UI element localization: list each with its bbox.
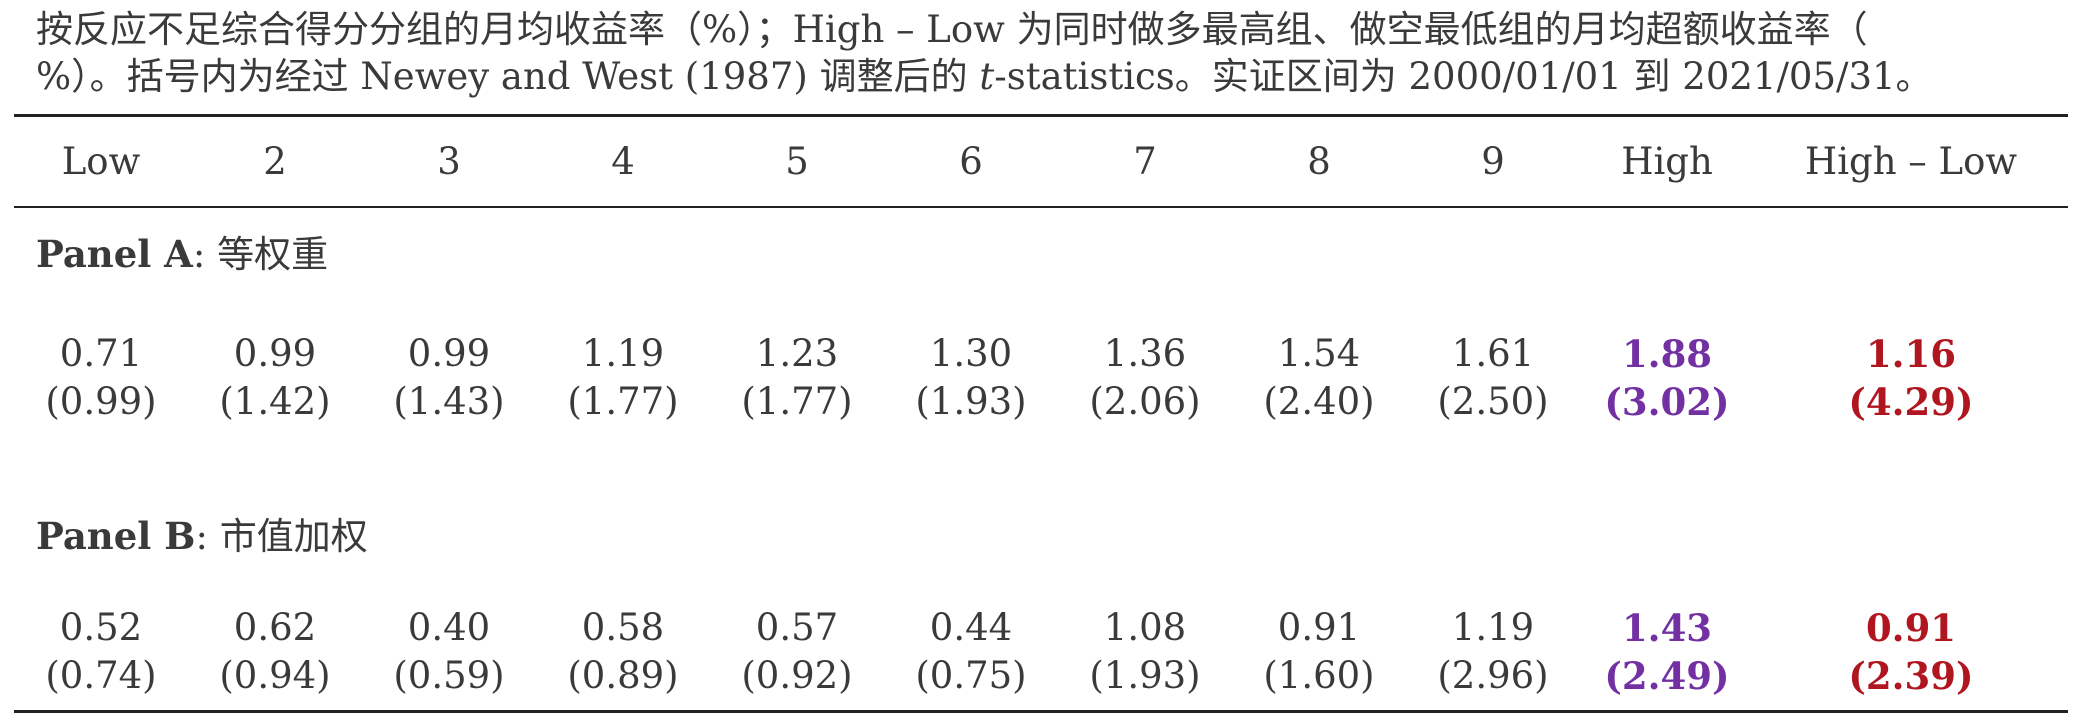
header-rule [14, 206, 2068, 208]
high-cell: (3.02) [1604, 380, 1730, 424]
panel-a-tstat-row: (0.99) (1.42) (1.43) (1.77) (1.77) (1.93… [14, 378, 2068, 426]
high-minus-low-cell: (4.29) [1848, 380, 1974, 424]
caption-line-1: 按反应不足综合得分分组的月均收益率（%）；High – Low 为同时做多最高组… [36, 8, 1868, 51]
spacer-row [14, 560, 2068, 604]
bottom-rule [14, 710, 2068, 713]
table-cell: (1.93) [1089, 654, 1201, 697]
panel-b-coef-row: 0.52 0.62 0.40 0.58 0.57 0.44 1.08 0.91 … [14, 604, 2068, 652]
table-cell: 1.19 [581, 332, 665, 375]
panel-a-separator: : [192, 233, 206, 276]
table-cell: (2.40) [1263, 380, 1375, 423]
table-cell: (1.43) [393, 380, 505, 423]
header-cell: 9 [1481, 140, 1505, 183]
table-cell: (1.77) [567, 380, 679, 423]
high-cell: (2.49) [1604, 654, 1730, 698]
high-cell: 1.88 [1621, 332, 1713, 376]
table-cell: (0.74) [45, 654, 157, 697]
header-cell: 8 [1307, 140, 1331, 183]
table-cell: (2.06) [1089, 380, 1201, 423]
header-cell: High [1621, 140, 1713, 183]
panel-b-title: Panel B: 市值加权 [14, 506, 2068, 560]
header-cell: 2 [263, 140, 287, 183]
table-cell: (2.96) [1437, 654, 1549, 697]
table-cell: (0.89) [567, 654, 679, 697]
table-cell: (1.42) [219, 380, 331, 423]
table-cell: (1.77) [741, 380, 853, 423]
panel-a-title: Panel A: 等权重 [14, 206, 2068, 278]
table-cell: (0.75) [915, 654, 1027, 697]
table-cell: (1.93) [915, 380, 1027, 423]
high-minus-low-cell: (2.39) [1848, 654, 1974, 698]
table-cell: (0.99) [45, 380, 157, 423]
panel-a-title-row: Panel A: 等权重 [14, 206, 2068, 278]
panel-b-separator: : [195, 515, 208, 558]
table-cell: 1.23 [755, 332, 839, 375]
table-cell: 0.44 [929, 606, 1013, 649]
table-cell: 1.54 [1277, 332, 1361, 375]
header-cell: 7 [1133, 140, 1157, 183]
table-cell: 0.91 [1277, 606, 1361, 649]
caption-line-2: %）。括号内为经过 Newey and West (1987) 调整后的 t-s… [36, 53, 2056, 100]
header-cell: Low [61, 140, 141, 183]
high-minus-low-cell: 1.16 [1865, 332, 1957, 376]
table-cell: 1.30 [929, 332, 1013, 375]
table-cell: 0.58 [581, 606, 665, 649]
panel-a-label: Panel A [36, 232, 193, 276]
panel-b-tstat-row: (0.74) (0.94) (0.59) (0.89) (0.92) (0.75… [14, 652, 2068, 700]
panel-b-name: 市值加权 [219, 515, 368, 558]
caption-t-italic: t [979, 55, 995, 98]
table-cell: 0.99 [407, 332, 491, 375]
table-cell: 1.61 [1451, 332, 1535, 375]
header-cell: 3 [437, 140, 461, 183]
spacer-row [14, 426, 2068, 506]
table-cell: (2.50) [1437, 380, 1549, 423]
table-cell: 0.52 [59, 606, 143, 649]
top-rule [14, 114, 2068, 117]
table-cell: 1.19 [1451, 606, 1535, 649]
spacer-row [14, 278, 2068, 330]
panel-b-title-row: Panel B: 市值加权 [14, 506, 2068, 560]
panel-a-name: 等权重 [217, 233, 329, 276]
header-cell: 4 [611, 140, 635, 183]
table-cell: 0.62 [233, 606, 317, 649]
table-cell: (0.94) [219, 654, 331, 697]
table-cell: 0.57 [755, 606, 839, 649]
table-cell: 0.40 [407, 606, 491, 649]
table-cell: (1.60) [1263, 654, 1375, 697]
table-cell: 0.99 [233, 332, 317, 375]
panel-a-coef-row: 0.71 0.99 0.99 1.19 1.23 1.30 1.36 1.54 … [14, 330, 2068, 378]
caption-line-2-pre: %）。括号内为经过 Newey and West (1987) 调整后的 [36, 55, 980, 98]
header-row: Low 2 3 4 5 6 7 8 9 High High – Low [14, 117, 2068, 206]
caption-line-2-post: -statistics。实证区间为 2000/01/01 到 2021/05/3… [994, 55, 1933, 98]
table-cell: 0.71 [59, 332, 143, 375]
header-cell: 6 [959, 140, 983, 183]
table-cell: (0.92) [741, 654, 853, 697]
returns-table: Low 2 3 4 5 6 7 8 9 High High – Low Pane… [14, 117, 2068, 700]
high-minus-low-cell: 0.91 [1865, 606, 1957, 650]
header-cell: 5 [785, 140, 809, 183]
table-cell: (0.59) [393, 654, 505, 697]
table-cell: 1.08 [1103, 606, 1187, 649]
panel-b-label: Panel B [36, 514, 196, 558]
header-cell: High – Low [1804, 140, 2018, 183]
table-cell: 1.36 [1103, 332, 1187, 375]
high-cell: 1.43 [1621, 606, 1713, 650]
table-caption: 按反应不足综合得分分组的月均收益率（%）；High – Low 为同时做多最高组… [36, 6, 2056, 100]
